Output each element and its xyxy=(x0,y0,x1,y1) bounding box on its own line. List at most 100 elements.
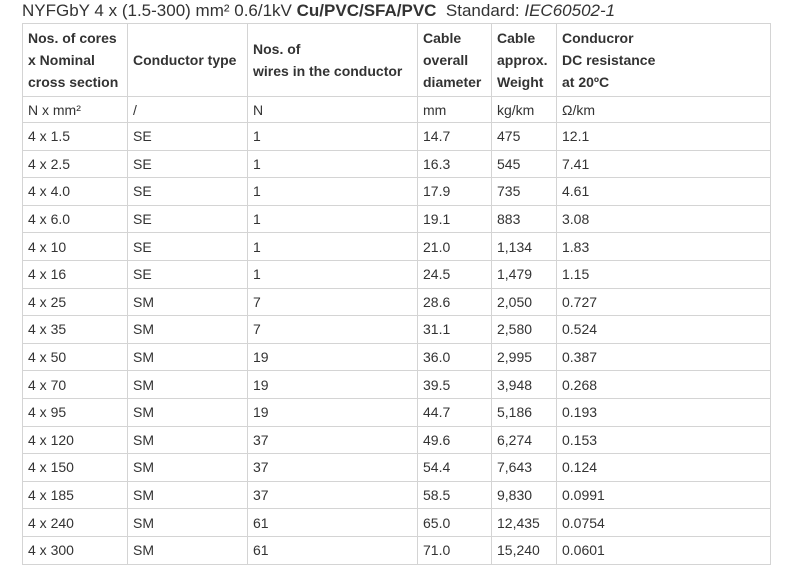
cell: 37 xyxy=(247,425,418,455)
cell: 17.9 xyxy=(417,177,492,206)
unit-cell: / xyxy=(127,96,248,123)
cell: 4 x 120 xyxy=(22,425,128,455)
data-row: 4 x 10 SE 1 21.0 1,134 1.83 xyxy=(22,232,771,261)
data-row: 4 x 150 SM 37 54.4 7,643 0.124 xyxy=(22,453,771,482)
cell: 475 xyxy=(491,122,557,151)
cell: 545 xyxy=(491,149,557,179)
cell: SM xyxy=(127,397,248,427)
cell: 4 x 240 xyxy=(22,508,128,537)
cell: SM xyxy=(127,287,248,317)
cell: 4 x 70 xyxy=(22,370,128,399)
cell: 12,435 xyxy=(491,508,557,537)
data-row: 4 x 1.5 SE 1 14.7 475 12.1 xyxy=(22,122,771,151)
cell: 28.6 xyxy=(417,287,492,317)
header-line: Conducror xyxy=(562,30,634,46)
cell: SE xyxy=(127,232,248,261)
cell: 4 x 10 xyxy=(22,232,128,261)
data-row: 4 x 50 SM 19 36.0 2,995 0.387 xyxy=(22,342,771,372)
data-row: 4 x 70 SM 19 39.5 3,948 0.268 xyxy=(22,370,771,399)
header-cell: Nos. of wires in the conductor xyxy=(247,23,418,97)
cell: 54.4 xyxy=(417,453,492,482)
cell: 4 x 185 xyxy=(22,480,128,510)
data-row: 4 x 4.0 SE 1 17.9 735 4.61 xyxy=(22,177,771,206)
header-line: Conductor type xyxy=(133,52,237,68)
cell: SM xyxy=(127,535,248,565)
unit-cell: mm xyxy=(417,96,492,123)
cell: 0.124 xyxy=(556,453,771,482)
cell: 31.1 xyxy=(417,315,492,344)
cell: 65.0 xyxy=(417,508,492,537)
cell: 4 x 35 xyxy=(22,315,128,344)
cell: 7.41 xyxy=(556,149,771,179)
cell: 37 xyxy=(247,480,418,510)
header-line: wires in the conductor xyxy=(253,63,403,79)
cell: SE xyxy=(127,259,248,289)
cell: 4 x 25 xyxy=(22,287,128,317)
cell: 7 xyxy=(247,287,418,317)
header-cell: Conducror DC resistance at 20ºC xyxy=(556,23,771,97)
data-row: 4 x 185 SM 37 58.5 9,830 0.0991 xyxy=(22,480,771,510)
title: NYFGbY 4 x (1.5-300) mm² 0.6/1kV Cu/PVC/… xyxy=(22,0,615,22)
cell: 61 xyxy=(247,508,418,537)
cell: 14.7 xyxy=(417,122,492,151)
cell: 0.0601 xyxy=(556,535,771,565)
cell: SE xyxy=(127,149,248,179)
data-row: 4 x 25 SM 7 28.6 2,050 0.727 xyxy=(22,287,771,317)
unit-cell: Ω/km xyxy=(556,96,771,123)
cell: 0.524 xyxy=(556,315,771,344)
cable-name: NYFGbY 4 x (1.5-300) mm² 0.6/1kV xyxy=(22,1,292,20)
cell: 0.0754 xyxy=(556,508,771,537)
header-line: cross section xyxy=(28,74,119,90)
cell: 58.5 xyxy=(417,480,492,510)
header-line: Cable xyxy=(497,30,536,46)
header-line: Nos. of xyxy=(253,41,301,57)
cell: 71.0 xyxy=(417,535,492,565)
cell: 4 x 2.5 xyxy=(22,149,128,179)
cell: 4 x 1.5 xyxy=(22,122,128,151)
cell: 24.5 xyxy=(417,259,492,289)
cell: 3,948 xyxy=(491,370,557,399)
cell: 44.7 xyxy=(417,397,492,427)
cell: 4 x 16 xyxy=(22,259,128,289)
header-line: x Nominal xyxy=(28,52,95,68)
cell: 0.268 xyxy=(556,370,771,399)
header-line: Nos. of cores xyxy=(28,30,117,46)
cell: SM xyxy=(127,508,248,537)
header-line: DC resistance xyxy=(562,52,656,68)
material: Cu/PVC/SFA/PVC xyxy=(296,1,437,20)
cell: 1.83 xyxy=(556,232,771,261)
header-cell: Nos. of cores x Nominal cross section xyxy=(22,23,128,97)
cell: 0.0991 xyxy=(556,480,771,510)
cell: 5,186 xyxy=(491,397,557,427)
cell: 19 xyxy=(247,342,418,372)
header-line: at 20ºC xyxy=(562,74,610,90)
cell: 19.1 xyxy=(417,204,492,234)
cell: 49.6 xyxy=(417,425,492,455)
cell: SM xyxy=(127,425,248,455)
cell: SE xyxy=(127,204,248,234)
cell: SM xyxy=(127,342,248,372)
data-row: 4 x 240 SM 61 65.0 12,435 0.0754 xyxy=(22,508,771,537)
cell: 19 xyxy=(247,397,418,427)
cell: 21.0 xyxy=(417,232,492,261)
cable-table: Nos. of cores x Nominal cross section Condu… xyxy=(22,23,771,565)
unit-cell: kg/km xyxy=(491,96,557,123)
header-line: diameter xyxy=(423,74,482,90)
data-row: 4 x 95 SM 19 44.7 5,186 0.193 xyxy=(22,397,771,427)
cell: 1.15 xyxy=(556,259,771,289)
header-cell: Conductor type xyxy=(127,23,248,97)
cell: 19 xyxy=(247,370,418,399)
cell: 4 x 4.0 xyxy=(22,177,128,206)
cell: 4 x 6.0 xyxy=(22,204,128,234)
data-row: 4 x 2.5 SE 1 16.3 545 7.41 xyxy=(22,149,771,179)
header-line: Weight xyxy=(497,74,544,90)
cell: SM xyxy=(127,480,248,510)
header-cell: Cable overall diameter xyxy=(417,23,492,97)
header-line: overall xyxy=(423,52,469,68)
data-row: 4 x 16 SE 1 24.5 1,479 1.15 xyxy=(22,259,771,289)
cell: 4.61 xyxy=(556,177,771,206)
cell: SM xyxy=(127,315,248,344)
cell: 2,580 xyxy=(491,315,557,344)
cell: 0.387 xyxy=(556,342,771,372)
